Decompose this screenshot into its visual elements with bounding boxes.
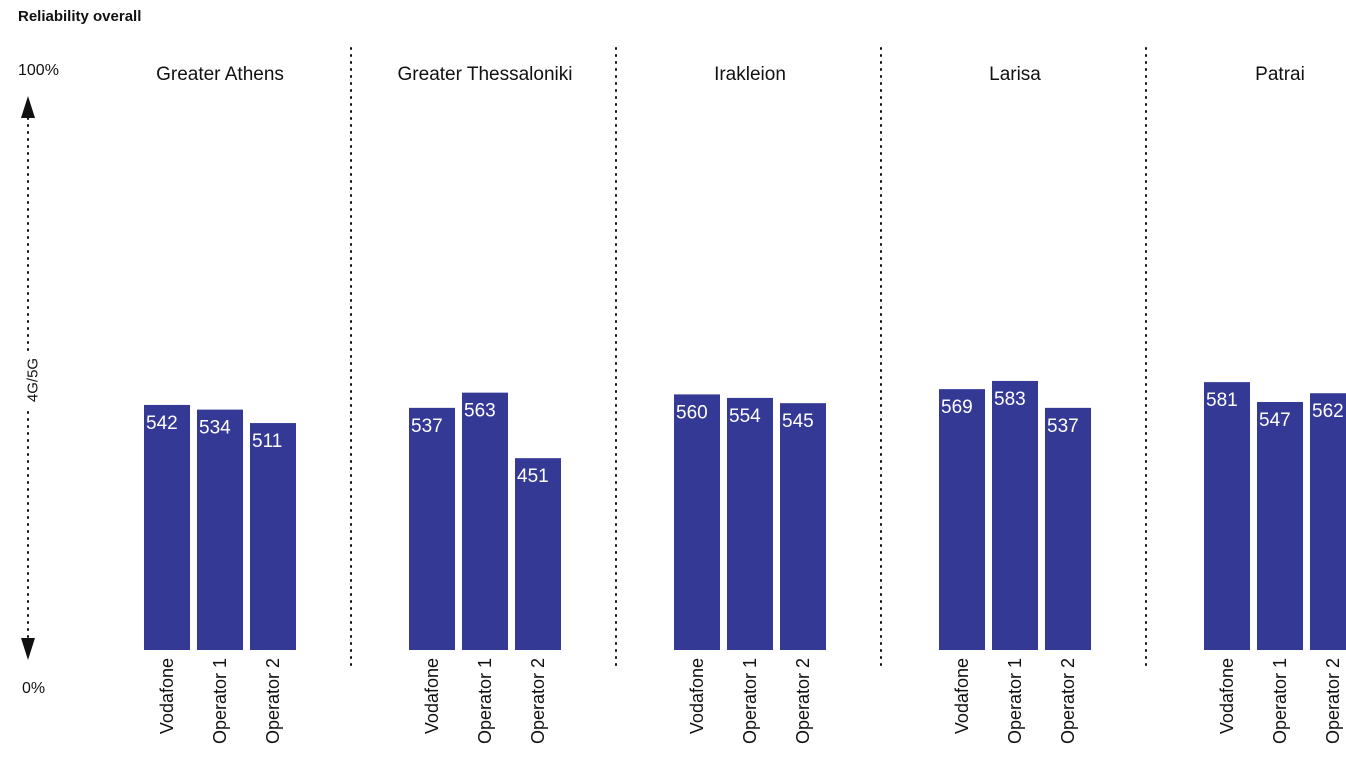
bar — [939, 389, 985, 650]
operator-label: Operator 1 — [740, 658, 760, 744]
operator-label: Operator 1 — [210, 658, 230, 744]
bar — [197, 409, 243, 650]
operator-label: Operator 2 — [1323, 658, 1343, 744]
operator-label: Vodafone — [687, 658, 707, 734]
operator-label: Vodafone — [422, 658, 442, 734]
group-title: Greater Thessaloniki — [398, 64, 573, 85]
bar — [250, 423, 296, 650]
bar-value-label: 542 — [146, 413, 178, 434]
operator-label: Operator 1 — [1005, 658, 1025, 744]
operator-label: Operator 2 — [263, 658, 283, 744]
group-title: Greater Athens — [156, 64, 284, 85]
y-axis-arrow-up — [21, 96, 35, 118]
group-title: Patrai — [1255, 64, 1305, 85]
bar — [515, 458, 561, 650]
bar-value-label: 560 — [676, 402, 708, 423]
bar-value-label: 569 — [941, 397, 973, 418]
operator-label: Operator 1 — [1270, 658, 1290, 744]
bar-value-label: 581 — [1206, 390, 1238, 411]
bar — [409, 407, 455, 650]
operator-label: Vodafone — [1217, 658, 1237, 734]
operator-label: Operator 1 — [475, 658, 495, 744]
operator-label: Vodafone — [952, 658, 972, 734]
bar-value-label: 562 — [1312, 401, 1344, 422]
bar-value-label: 451 — [517, 466, 549, 487]
bar — [1045, 407, 1091, 650]
bar-value-label: 511 — [252, 431, 282, 452]
bar-value-label: 545 — [782, 411, 814, 432]
y-axis-sublabel: 4G/5G — [20, 351, 46, 409]
bar — [1257, 402, 1303, 650]
bar — [727, 397, 773, 650]
bar — [144, 404, 190, 650]
bar — [780, 403, 826, 650]
bar-value-label: 554 — [729, 406, 761, 427]
operator-label: Operator 2 — [528, 658, 548, 744]
group-title: Larisa — [989, 64, 1041, 85]
bar — [674, 394, 720, 650]
bar — [992, 380, 1038, 650]
bar-value-label: 537 — [411, 416, 443, 437]
bar-value-label: 534 — [199, 418, 231, 439]
bar-value-label: 547 — [1259, 410, 1291, 431]
y-axis-top-tick: 100% — [18, 62, 59, 79]
bar-value-label: 583 — [994, 389, 1026, 410]
y-axis-title: Reliability overall — [18, 8, 142, 25]
bar-value-label: 537 — [1047, 416, 1079, 437]
operator-label: Operator 2 — [793, 658, 813, 744]
bar — [462, 392, 508, 650]
bar-value-label: 563 — [464, 401, 496, 422]
operator-label: Vodafone — [157, 658, 177, 734]
group-title: Irakleion — [714, 64, 786, 85]
bar — [1204, 382, 1250, 650]
y-axis-arrow-down — [21, 638, 35, 660]
bar — [1310, 393, 1346, 650]
operator-label: Operator 2 — [1058, 658, 1078, 744]
y-axis-bottom-tick: 0% — [22, 680, 46, 697]
